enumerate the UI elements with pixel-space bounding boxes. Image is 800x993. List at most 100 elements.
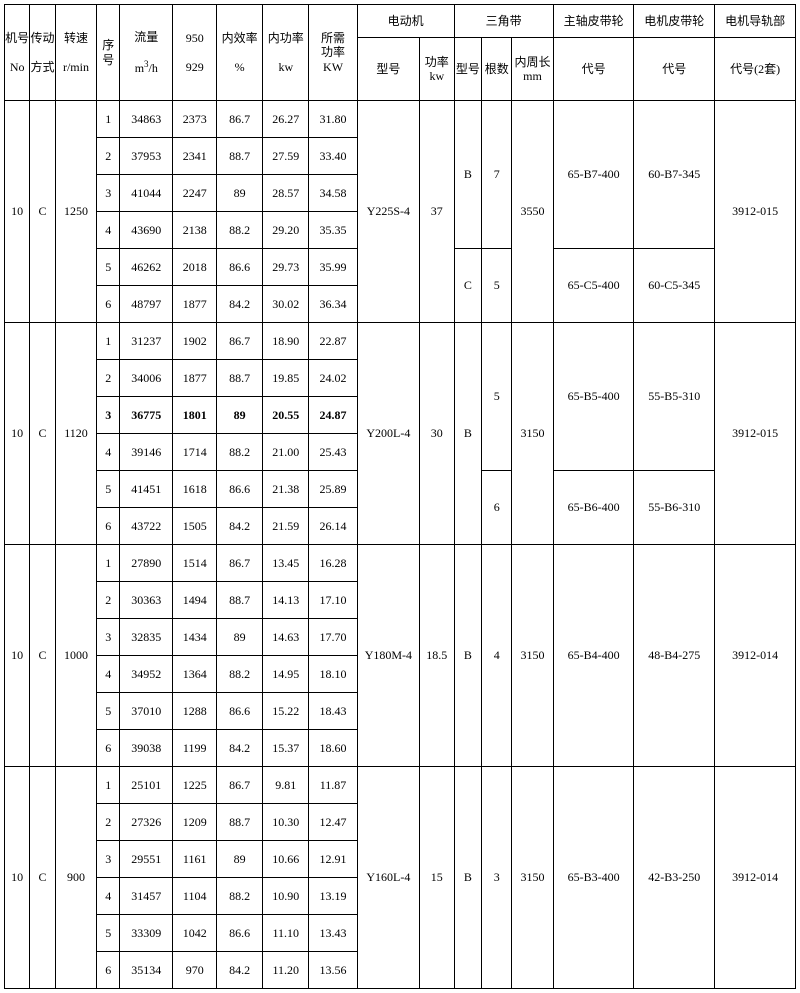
cell: 86.7 <box>217 323 263 360</box>
cell: B <box>454 101 482 249</box>
cell: 65-B6-400 <box>553 471 634 545</box>
cell: 41451 <box>120 471 173 508</box>
cell: 10 <box>5 101 30 323</box>
cell: 14.95 <box>263 656 309 693</box>
cell: 65-C5-400 <box>553 249 634 323</box>
cell: 28.57 <box>263 175 309 212</box>
hdr-belt-grp: 三角带 <box>454 5 553 38</box>
cell: 26.27 <box>263 101 309 138</box>
cell: 1714 <box>173 434 217 471</box>
cell: 88.7 <box>217 804 263 841</box>
cell: 6 <box>97 730 120 767</box>
cell: 41044 <box>120 175 173 212</box>
hdr-flow: 流量m3/h <box>120 5 173 101</box>
cell: 89 <box>217 175 263 212</box>
cell: 31237 <box>120 323 173 360</box>
cell: 15.37 <box>263 730 309 767</box>
cell: 88.2 <box>217 434 263 471</box>
cell: 5 <box>97 249 120 286</box>
hdr-motor-pulley: 电机皮带轮 <box>634 5 715 38</box>
cell: 10 <box>5 767 30 989</box>
cell: 31.80 <box>309 101 357 138</box>
cell: 27326 <box>120 804 173 841</box>
cell: Y200L-4 <box>357 323 419 545</box>
cell: 2018 <box>173 249 217 286</box>
hdr-motor-model: 型号 <box>357 38 419 101</box>
cell: 3150 <box>512 323 554 545</box>
cell: 86.6 <box>217 471 263 508</box>
cell: 88.2 <box>217 212 263 249</box>
cell: 1 <box>97 767 120 804</box>
cell: 3150 <box>512 767 554 989</box>
cell: 65-B4-400 <box>553 545 634 767</box>
cell: 84.2 <box>217 730 263 767</box>
cell: 89 <box>217 841 263 878</box>
cell: 18.10 <box>309 656 357 693</box>
cell: 86.6 <box>217 249 263 286</box>
cell: 24.87 <box>309 397 357 434</box>
cell: 1514 <box>173 545 217 582</box>
cell: 5 <box>97 915 120 952</box>
cell: 19.85 <box>263 360 309 397</box>
cell: C <box>30 101 55 323</box>
cell: 7 <box>482 101 512 249</box>
cell: 900 <box>55 767 97 989</box>
cell: 3 <box>97 397 120 434</box>
cell: 88.2 <box>217 656 263 693</box>
hdr-seq: 序号 <box>97 5 120 101</box>
cell: 27.59 <box>263 138 309 175</box>
cell: 11.20 <box>263 952 309 989</box>
cell: 2138 <box>173 212 217 249</box>
cell: 1042 <box>173 915 217 952</box>
cell: 5 <box>97 471 120 508</box>
cell: 31457 <box>120 878 173 915</box>
hdr-speed: 转速r/min <box>55 5 97 101</box>
cell: 55-B6-310 <box>634 471 715 545</box>
cell: 88.2 <box>217 878 263 915</box>
cell: 1161 <box>173 841 217 878</box>
cell: 2341 <box>173 138 217 175</box>
cell: 1434 <box>173 619 217 656</box>
cell: 35.99 <box>309 249 357 286</box>
hdr-belt-count: 根数 <box>482 38 512 101</box>
hdr-eff: 内效率% <box>217 5 263 101</box>
cell: 35134 <box>120 952 173 989</box>
cell: 11.10 <box>263 915 309 952</box>
hdr-ipow: 内功率kw <box>263 5 309 101</box>
cell: 22.87 <box>309 323 357 360</box>
table-body: 10C1250134863237386.726.2731.80Y225S-437… <box>5 101 796 989</box>
cell: 30 <box>420 323 455 545</box>
cell: 1104 <box>173 878 217 915</box>
cell: 2247 <box>173 175 217 212</box>
cell: 37 <box>420 101 455 323</box>
cell: 3912-014 <box>715 545 796 767</box>
table-row: 10C1120131237190286.718.9022.87Y200L-430… <box>5 323 796 360</box>
cell: 18.90 <box>263 323 309 360</box>
cell: 4 <box>97 212 120 249</box>
cell: 35.35 <box>309 212 357 249</box>
spec-table: 机号No 传动方式 转速r/min 序号 流量m3/h 950929 内效率% … <box>4 4 796 989</box>
cell: 5 <box>482 323 512 471</box>
cell: 55-B5-310 <box>634 323 715 471</box>
cell: 32835 <box>120 619 173 656</box>
cell: 3 <box>97 619 120 656</box>
cell: 84.2 <box>217 286 263 323</box>
cell: 21.59 <box>263 508 309 545</box>
cell: 3912-015 <box>715 101 796 323</box>
cell: 5 <box>482 249 512 323</box>
cell: 84.2 <box>217 508 263 545</box>
cell: 1225 <box>173 767 217 804</box>
cell: 18.43 <box>309 693 357 730</box>
cell: 43690 <box>120 212 173 249</box>
cell: 4 <box>482 545 512 767</box>
cell: 36775 <box>120 397 173 434</box>
cell: 10.90 <box>263 878 309 915</box>
cell: 29551 <box>120 841 173 878</box>
hdr-rail-code: 代号(2套) <box>715 38 796 101</box>
cell: 3 <box>97 175 120 212</box>
cell: B <box>454 767 482 989</box>
cell: 15.22 <box>263 693 309 730</box>
hdr-req: 所需功率KW <box>309 5 357 101</box>
cell: 86.6 <box>217 693 263 730</box>
cell: 34952 <box>120 656 173 693</box>
